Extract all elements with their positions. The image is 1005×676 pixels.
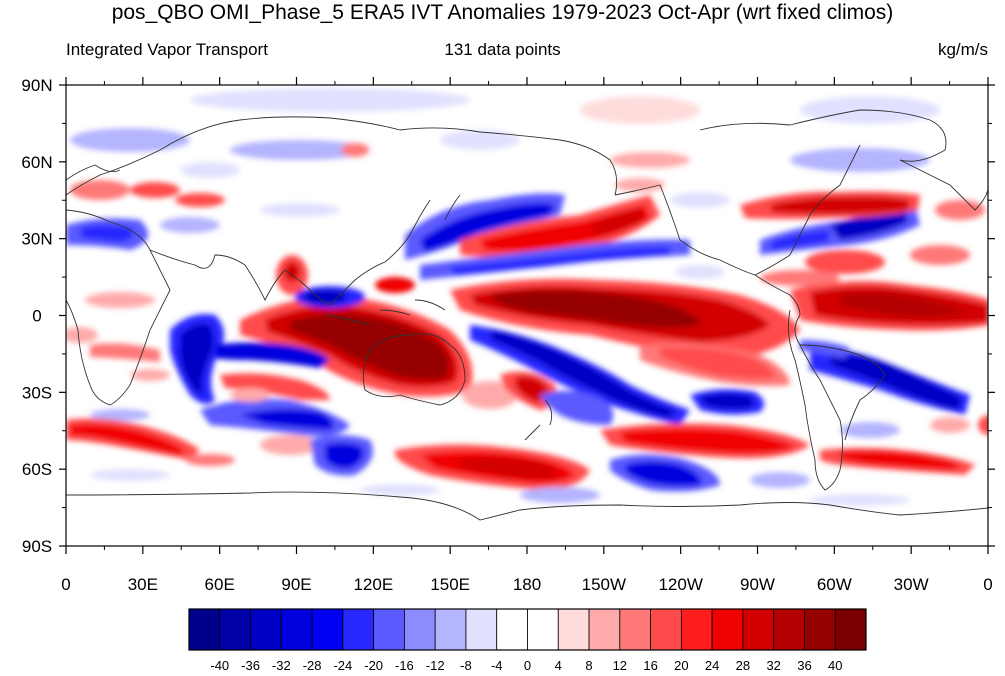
colorbar-swatch xyxy=(588,608,621,651)
colorbar-label: -40 xyxy=(210,658,229,673)
colorbar-label: 20 xyxy=(674,658,688,673)
colorbar-swatch xyxy=(557,608,590,651)
colorbar-swatch xyxy=(250,608,282,651)
lat-label: 90S xyxy=(22,537,52,556)
lon-label: 0 xyxy=(983,575,992,594)
colorbar-swatch xyxy=(680,608,713,651)
lat-label: 30S xyxy=(22,383,52,402)
lon-label: 0 xyxy=(61,575,70,594)
colorbar-swatch xyxy=(280,608,313,651)
colorbar-swatch xyxy=(404,608,436,651)
lon-label: 150W xyxy=(582,575,626,594)
colorbar-label: 12 xyxy=(613,658,627,673)
map-title: pos_QBO OMI_Phase_5 ERA5 IVT Anomalies 1… xyxy=(111,1,894,24)
colorbar-label: -4 xyxy=(491,658,503,673)
colorbar-swatch xyxy=(804,608,836,651)
colorbar-label: 32 xyxy=(766,658,780,673)
colorbar-swatch xyxy=(342,608,375,651)
colorbar-label: 28 xyxy=(736,658,750,673)
lon-label: 180 xyxy=(513,575,541,594)
colorbar-swatch xyxy=(496,608,528,651)
colorbar-swatch xyxy=(311,608,344,651)
lat-label: 60N xyxy=(21,153,52,172)
lon-label: 30E xyxy=(128,575,158,594)
lat-label: 90N xyxy=(21,76,52,95)
colorbar: -40 -36 -32 -28 -24 -20 -16 -12 -8 -4 0 4 8 12 16 20 24 2… xyxy=(188,608,867,673)
colorbar-swatch xyxy=(773,608,805,651)
colorbar-swatch xyxy=(434,608,467,651)
lon-label: 120E xyxy=(353,575,393,594)
lon-label: 60E xyxy=(205,575,235,594)
lon-label: 30W xyxy=(894,575,929,594)
colorbar-label: -36 xyxy=(241,658,260,673)
colorbar-label: 4 xyxy=(555,658,562,673)
lon-label: 90W xyxy=(740,575,775,594)
data-points-label: 131 data points xyxy=(444,40,561,59)
colorbar-swatch xyxy=(711,608,744,651)
units-label: kg/m/s xyxy=(937,40,988,59)
lat-label: 0 xyxy=(32,307,41,326)
colorbar-swatch xyxy=(527,608,559,651)
lat-label: 60S xyxy=(22,460,52,479)
lon-label: 150E xyxy=(430,575,470,594)
colorbar-swatch xyxy=(650,608,682,651)
lon-label: 120W xyxy=(658,575,702,594)
colorbar-swatch xyxy=(834,608,867,651)
longitude-axis: 0 30E 60E 90E 120E 150E 180 150W 120W 90W 60W 30W 0 xyxy=(61,77,993,594)
colorbar-label: 40 xyxy=(828,658,842,673)
colorbar-label: 0 xyxy=(524,658,531,673)
colorbar-label: -32 xyxy=(272,658,291,673)
latitude-axis: 90N 60N 30N 0 30S 60S 90S xyxy=(21,76,995,556)
colorbar-frame xyxy=(188,608,867,651)
colorbar-label: -16 xyxy=(395,658,414,673)
coastlines xyxy=(66,109,988,521)
anomaly-field xyxy=(66,88,988,506)
colorbar-label: 8 xyxy=(585,658,592,673)
lat-label: 30N xyxy=(21,230,52,249)
lon-label: 90E xyxy=(281,575,311,594)
variable-label: Integrated Vapor Transport xyxy=(66,40,268,59)
lon-label: 60W xyxy=(817,575,852,594)
colorbar-label: 16 xyxy=(643,658,657,673)
colorbar-label: -24 xyxy=(333,658,352,673)
colorbar-swatch xyxy=(742,608,775,651)
colorbar-swatch xyxy=(465,608,498,651)
colorbar-swatch xyxy=(619,608,651,651)
colorbar-label: -12 xyxy=(426,658,445,673)
colorbar-swatch xyxy=(373,608,405,651)
colorbar-label: -20 xyxy=(364,658,383,673)
colorbar-label: 24 xyxy=(705,658,719,673)
colorbar-label: -28 xyxy=(303,658,322,673)
colorbar-label: 36 xyxy=(797,658,811,673)
colorbar-swatch xyxy=(219,608,251,651)
colorbar-label: -8 xyxy=(460,658,472,673)
colorbar-swatch xyxy=(188,608,221,651)
